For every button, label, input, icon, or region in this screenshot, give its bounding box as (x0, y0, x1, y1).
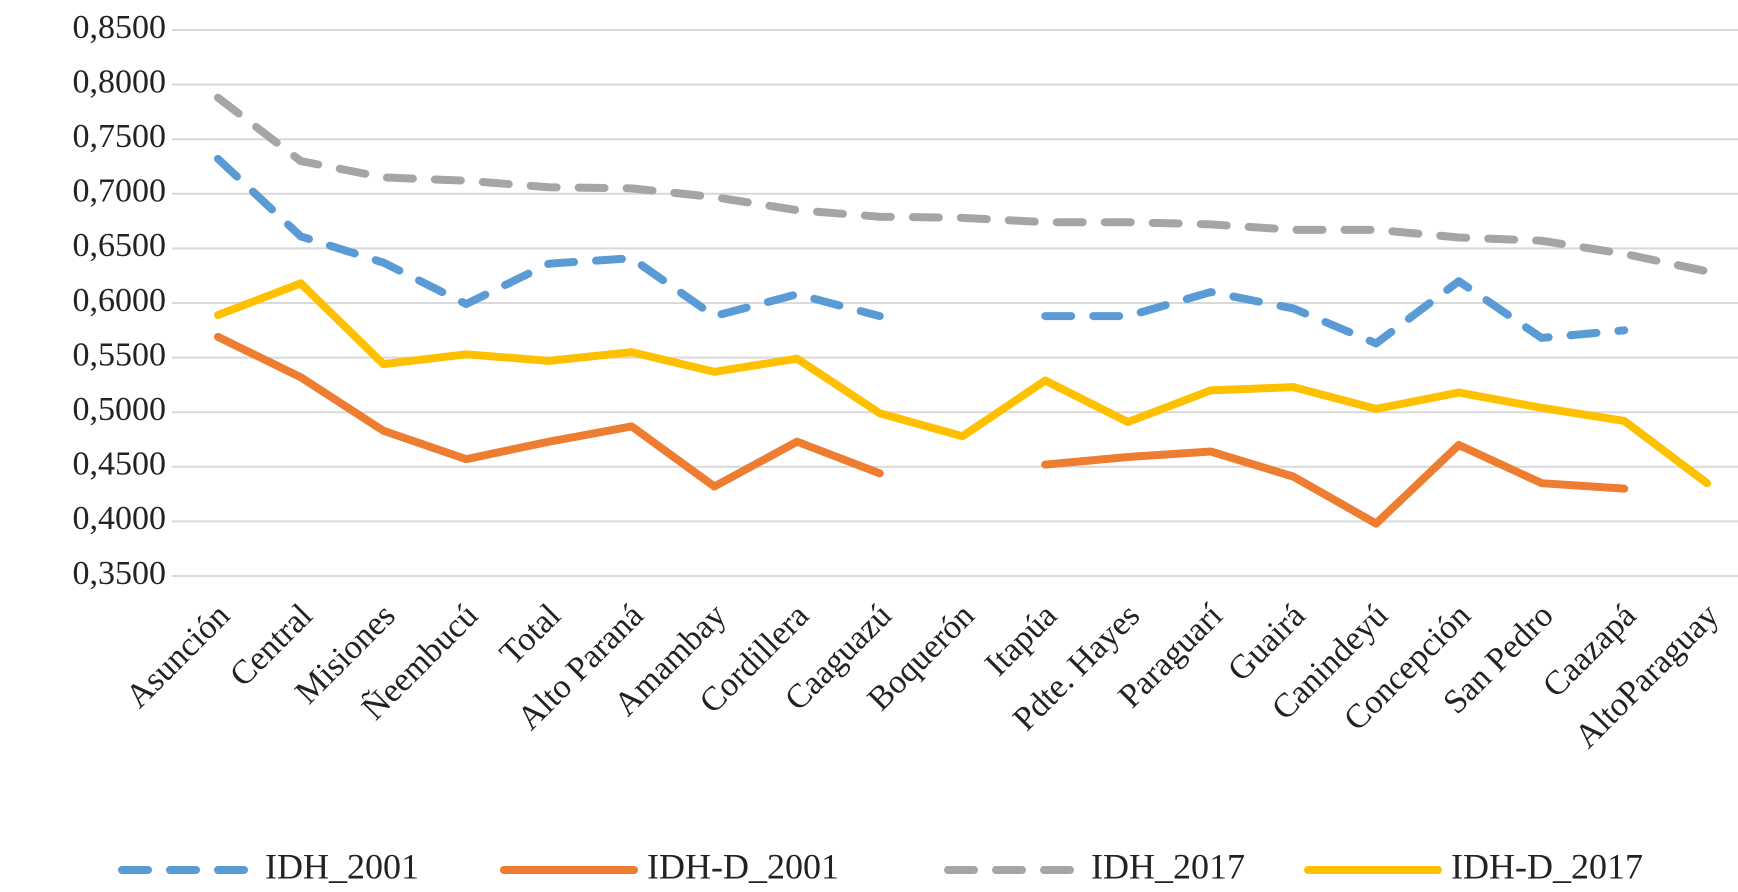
y-tick-label: 0,6500 (73, 227, 167, 264)
series-line (214, 154, 1629, 348)
x-tick-label: Asunción (119, 597, 237, 715)
y-tick-label: 0,7000 (73, 173, 167, 210)
y-tick-label: 0,4500 (73, 446, 167, 483)
legend-label: IDH_2017 (1091, 846, 1245, 886)
y-tick-label: 0,3500 (73, 555, 167, 592)
y-tick-label: 0,5000 (73, 391, 167, 428)
y-tick-label: 0,6000 (73, 282, 167, 319)
y-tick-label: 0,5500 (73, 336, 167, 373)
y-tick-label: 0,4000 (73, 500, 167, 537)
x-tick-label: AltoParaguay (1568, 597, 1726, 755)
y-tick-label: 0,7500 (73, 118, 167, 155)
series-line (214, 279, 1711, 488)
series-line (214, 93, 1711, 276)
legend-label: IDH_2001 (265, 846, 419, 886)
legend-label: IDH-D_2001 (647, 846, 839, 886)
y-tick-label: 0,8000 (73, 63, 167, 100)
legend-label: IDH-D_2017 (1451, 846, 1643, 886)
y-tick-label: 0,8500 (73, 9, 167, 46)
series-line (214, 332, 1629, 528)
x-tick-label: Total (493, 597, 568, 672)
